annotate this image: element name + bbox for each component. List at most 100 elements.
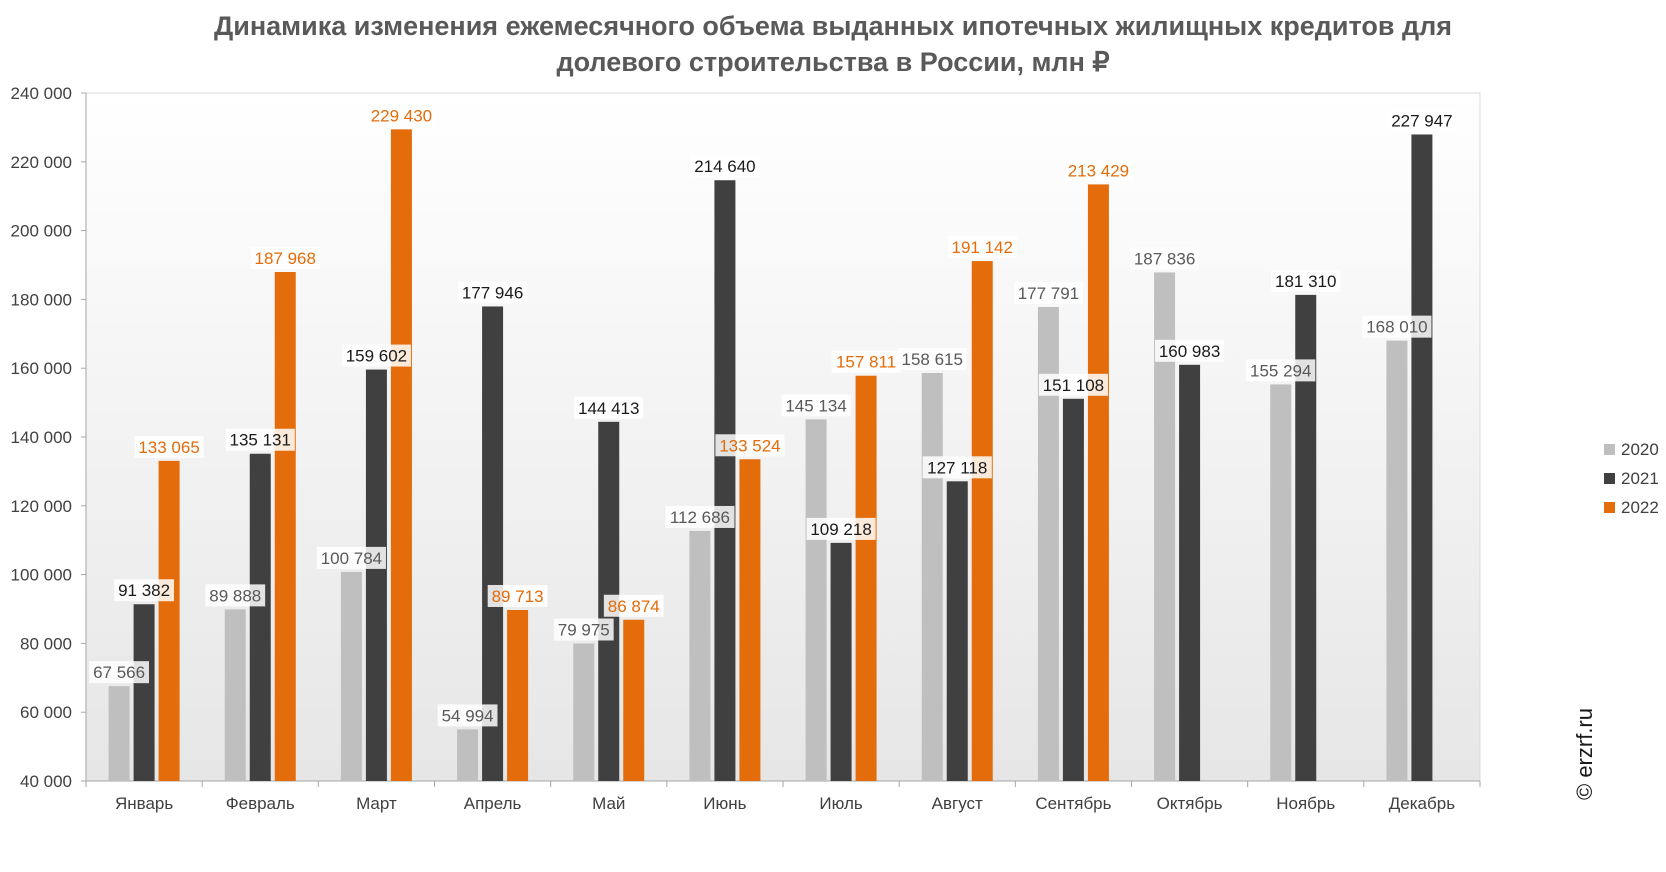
data-label-background: [366, 104, 436, 127]
y-tick-label: 140 000: [11, 428, 72, 447]
data-label-background: [574, 396, 644, 419]
x-tick-label: Май: [592, 794, 625, 813]
x-tick-label: Январь: [115, 794, 173, 813]
y-tick-label: 180 000: [11, 290, 72, 309]
data-label-2020: 177 791: [1018, 284, 1079, 303]
data-label-2020: 89 888: [209, 586, 261, 605]
y-tick-label: 40 000: [20, 772, 72, 791]
data-label-background: [1246, 359, 1316, 382]
bar-2020: [1154, 272, 1176, 781]
chart-title-line-2: долевого строительства в России, млн ₽: [556, 47, 1110, 77]
bar-2021: [1179, 364, 1201, 781]
bar-2020: [1270, 384, 1292, 781]
bar-2022: [971, 261, 993, 781]
data-label-2021: 177 946: [462, 283, 523, 302]
bar-2020: [921, 372, 943, 781]
y-tick-label: 100 000: [11, 566, 72, 585]
data-label-2020: 54 994: [442, 706, 494, 725]
data-label-background: [1063, 159, 1133, 182]
data-label-background: [1130, 247, 1200, 270]
data-label-background: [690, 155, 760, 178]
bar-2021: [133, 604, 155, 781]
data-label-background: [1362, 315, 1432, 338]
data-label-background: [437, 704, 498, 727]
data-label-2021: 214 640: [694, 157, 755, 176]
x-tick-label: Август: [932, 794, 983, 813]
bar-2020: [805, 419, 827, 781]
x-tick-label: Апрель: [464, 794, 522, 813]
legend-swatch-2022: [1604, 502, 1615, 513]
y-tick-label: 80 000: [20, 634, 72, 653]
bar-2020: [1037, 306, 1059, 781]
data-label-2021: 151 108: [1043, 376, 1104, 395]
data-label-2022: 133 524: [719, 436, 780, 455]
chart-title: Динамика изменения ежемесячного объема в…: [0, 8, 1666, 80]
data-label-background: [250, 246, 320, 269]
data-label-2020: 187 836: [1134, 249, 1195, 268]
bar-2022: [158, 460, 180, 781]
data-label-2021: 109 218: [810, 520, 871, 539]
legend-label-2021: 2021: [1621, 468, 1659, 488]
bar-2022: [739, 459, 761, 781]
data-label-2020: 112 686: [670, 508, 730, 527]
data-label-2022: 133 065: [138, 438, 199, 457]
bar-2021: [482, 306, 504, 781]
x-tick-label: Июнь: [703, 794, 746, 813]
data-label-2020: 100 784: [321, 549, 382, 568]
bar-2022: [855, 375, 877, 781]
bar-2020: [689, 530, 711, 781]
data-label-background: [715, 434, 785, 457]
x-tick-label: Февраль: [226, 794, 295, 813]
legend-item-2021: 2021: [1604, 464, 1659, 493]
legend-item-2020: 2020: [1604, 435, 1659, 464]
data-label-background: [114, 579, 174, 602]
legend-swatch-2021: [1604, 473, 1615, 484]
bar-2022: [507, 609, 529, 781]
y-tick-label: 160 000: [11, 359, 72, 378]
bar-2022: [274, 271, 296, 781]
data-label-2021: 159 602: [346, 347, 407, 366]
x-tick-label: Сентябрь: [1035, 794, 1111, 813]
data-label-background: [134, 435, 204, 458]
legend-swatch-2020: [1604, 444, 1615, 455]
data-label-background: [316, 546, 386, 569]
data-label-2022: 89 713: [492, 587, 544, 606]
legend: 2020 2021 2022: [1604, 435, 1659, 522]
data-label-2021: 227 947: [1391, 111, 1452, 130]
y-tick-label: 240 000: [11, 84, 72, 103]
data-label-2022: 213 429: [1068, 161, 1129, 180]
y-tick-label: 60 000: [20, 703, 72, 722]
bar-2020: [457, 729, 479, 781]
bar-2020: [340, 571, 362, 781]
data-label-background: [947, 236, 1017, 259]
data-label-2021: 144 413: [578, 399, 639, 418]
legend-label-2022: 2022: [1621, 497, 1659, 517]
bar-2021: [1411, 134, 1433, 781]
data-label-background: [225, 428, 295, 451]
data-label-background: [922, 456, 992, 479]
data-label-2022: 187 968: [255, 249, 316, 268]
bar-2020: [224, 609, 246, 781]
data-label-2020: 158 615: [902, 350, 963, 369]
y-tick-label: 200 000: [11, 222, 72, 241]
data-label-2021: 127 118: [927, 458, 987, 477]
bar-2020: [1386, 340, 1408, 781]
data-label-background: [1387, 109, 1457, 132]
data-label-background: [1271, 269, 1341, 292]
data-label-background: [806, 517, 876, 540]
x-tick-label: Июль: [819, 794, 863, 813]
legend-item-2022: 2022: [1604, 493, 1659, 522]
bar-2021: [714, 180, 736, 781]
x-tick-label: Декабрь: [1389, 794, 1455, 813]
data-label-2020: 67 566: [93, 663, 145, 682]
bar-2022: [390, 129, 412, 782]
bar-2021: [1062, 398, 1084, 781]
x-tick-label: Март: [356, 794, 397, 813]
data-label-2021: 181 310: [1275, 272, 1336, 291]
data-label-2021: 91 382: [118, 581, 170, 600]
data-label-2022: 191 142: [952, 238, 1013, 257]
data-label-background: [205, 584, 266, 607]
data-label-2020: 155 294: [1250, 361, 1311, 380]
bar-2021: [365, 369, 387, 781]
